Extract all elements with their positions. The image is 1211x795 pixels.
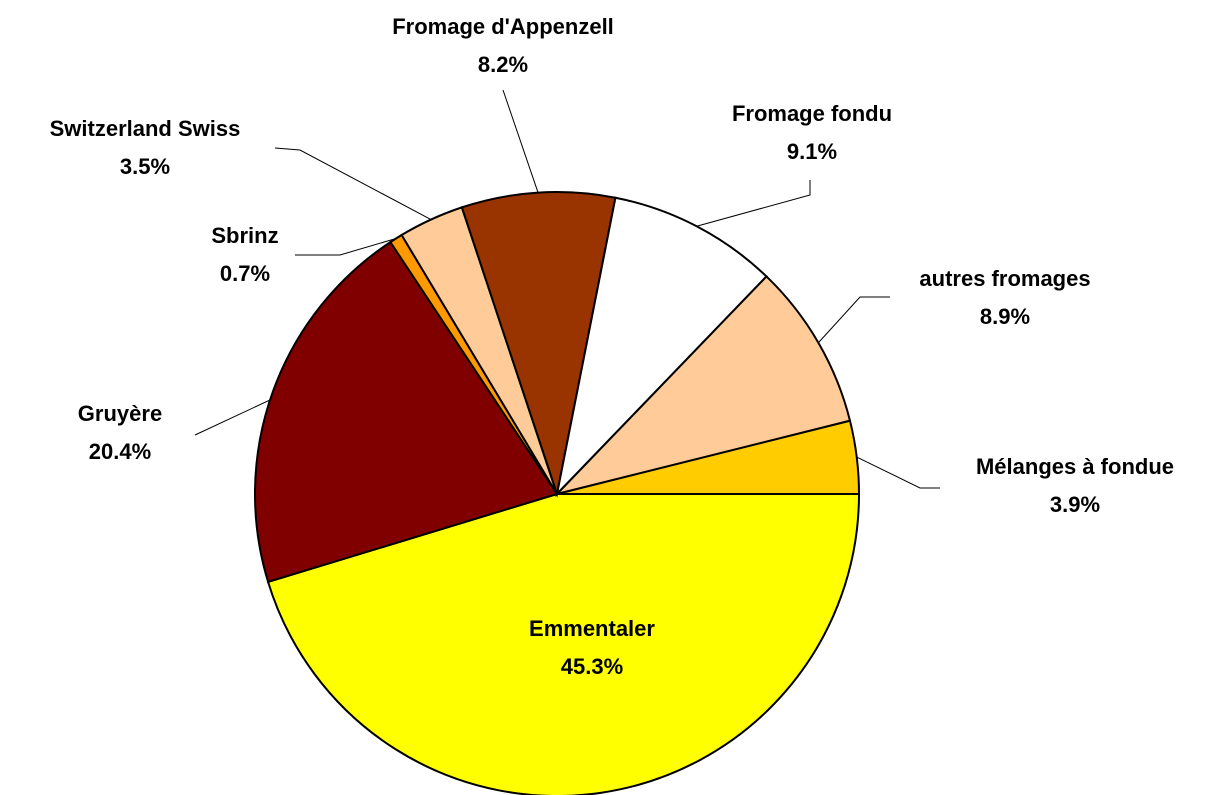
leader-line [856,456,940,489]
leader-line [295,238,397,256]
leader-line [502,89,539,193]
slice-value-label: 45.3% [561,654,623,679]
slice-label: autres fromages [919,266,1090,291]
leader-line [274,147,432,220]
slice-value-label: 8.2% [478,52,528,77]
slice-label: Switzerland Swiss [50,116,241,141]
slice-label: Sbrinz [211,223,278,248]
leader-line [818,296,890,344]
slice-value-label: 9.1% [787,139,837,164]
slice-value-label: 0.7% [220,261,270,286]
pie-slice [556,419,861,495]
pie-slice [266,493,861,795]
slice-value-label: 20.4% [89,439,151,464]
pie-slice [555,196,768,498]
pie-slice [460,191,617,498]
slice-value-label: 8.9% [980,304,1030,329]
slice-label: Emmentaler [529,616,655,641]
leader-line [194,391,274,436]
slice-label: Fromage d'Appenzell [392,14,614,39]
slice-label: Mélanges à fondue [976,454,1174,479]
slice-label: Fromage fondu [732,101,892,126]
slice-value-label: 3.5% [120,154,170,179]
pie-slice [553,275,852,496]
slice-value-label: 3.9% [1050,492,1100,517]
slice-label: Gruyère [78,401,162,426]
leader-line [696,180,811,227]
